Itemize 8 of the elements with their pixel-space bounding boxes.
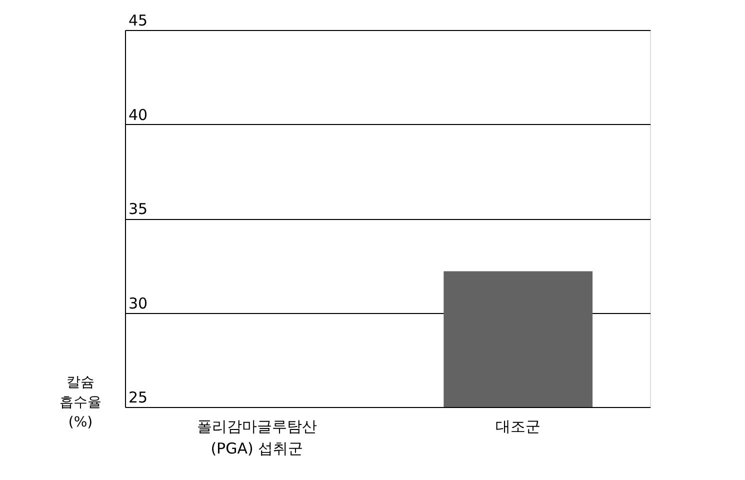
x-tick-label: 대조군 (496, 418, 541, 436)
y-tick-label: 30 (128, 294, 148, 312)
y-tick-label: 40 (128, 106, 148, 124)
x-tick-label: 폴리감마글루탐산 (PGA) 섭취군 (196, 418, 317, 458)
y-tick-label: 35 (128, 200, 148, 218)
y-axis-title: 칼슘 흡수율 (%) (60, 374, 102, 430)
y-tick-label: 25 (128, 388, 148, 406)
y-tick-label: 45 (128, 12, 148, 30)
